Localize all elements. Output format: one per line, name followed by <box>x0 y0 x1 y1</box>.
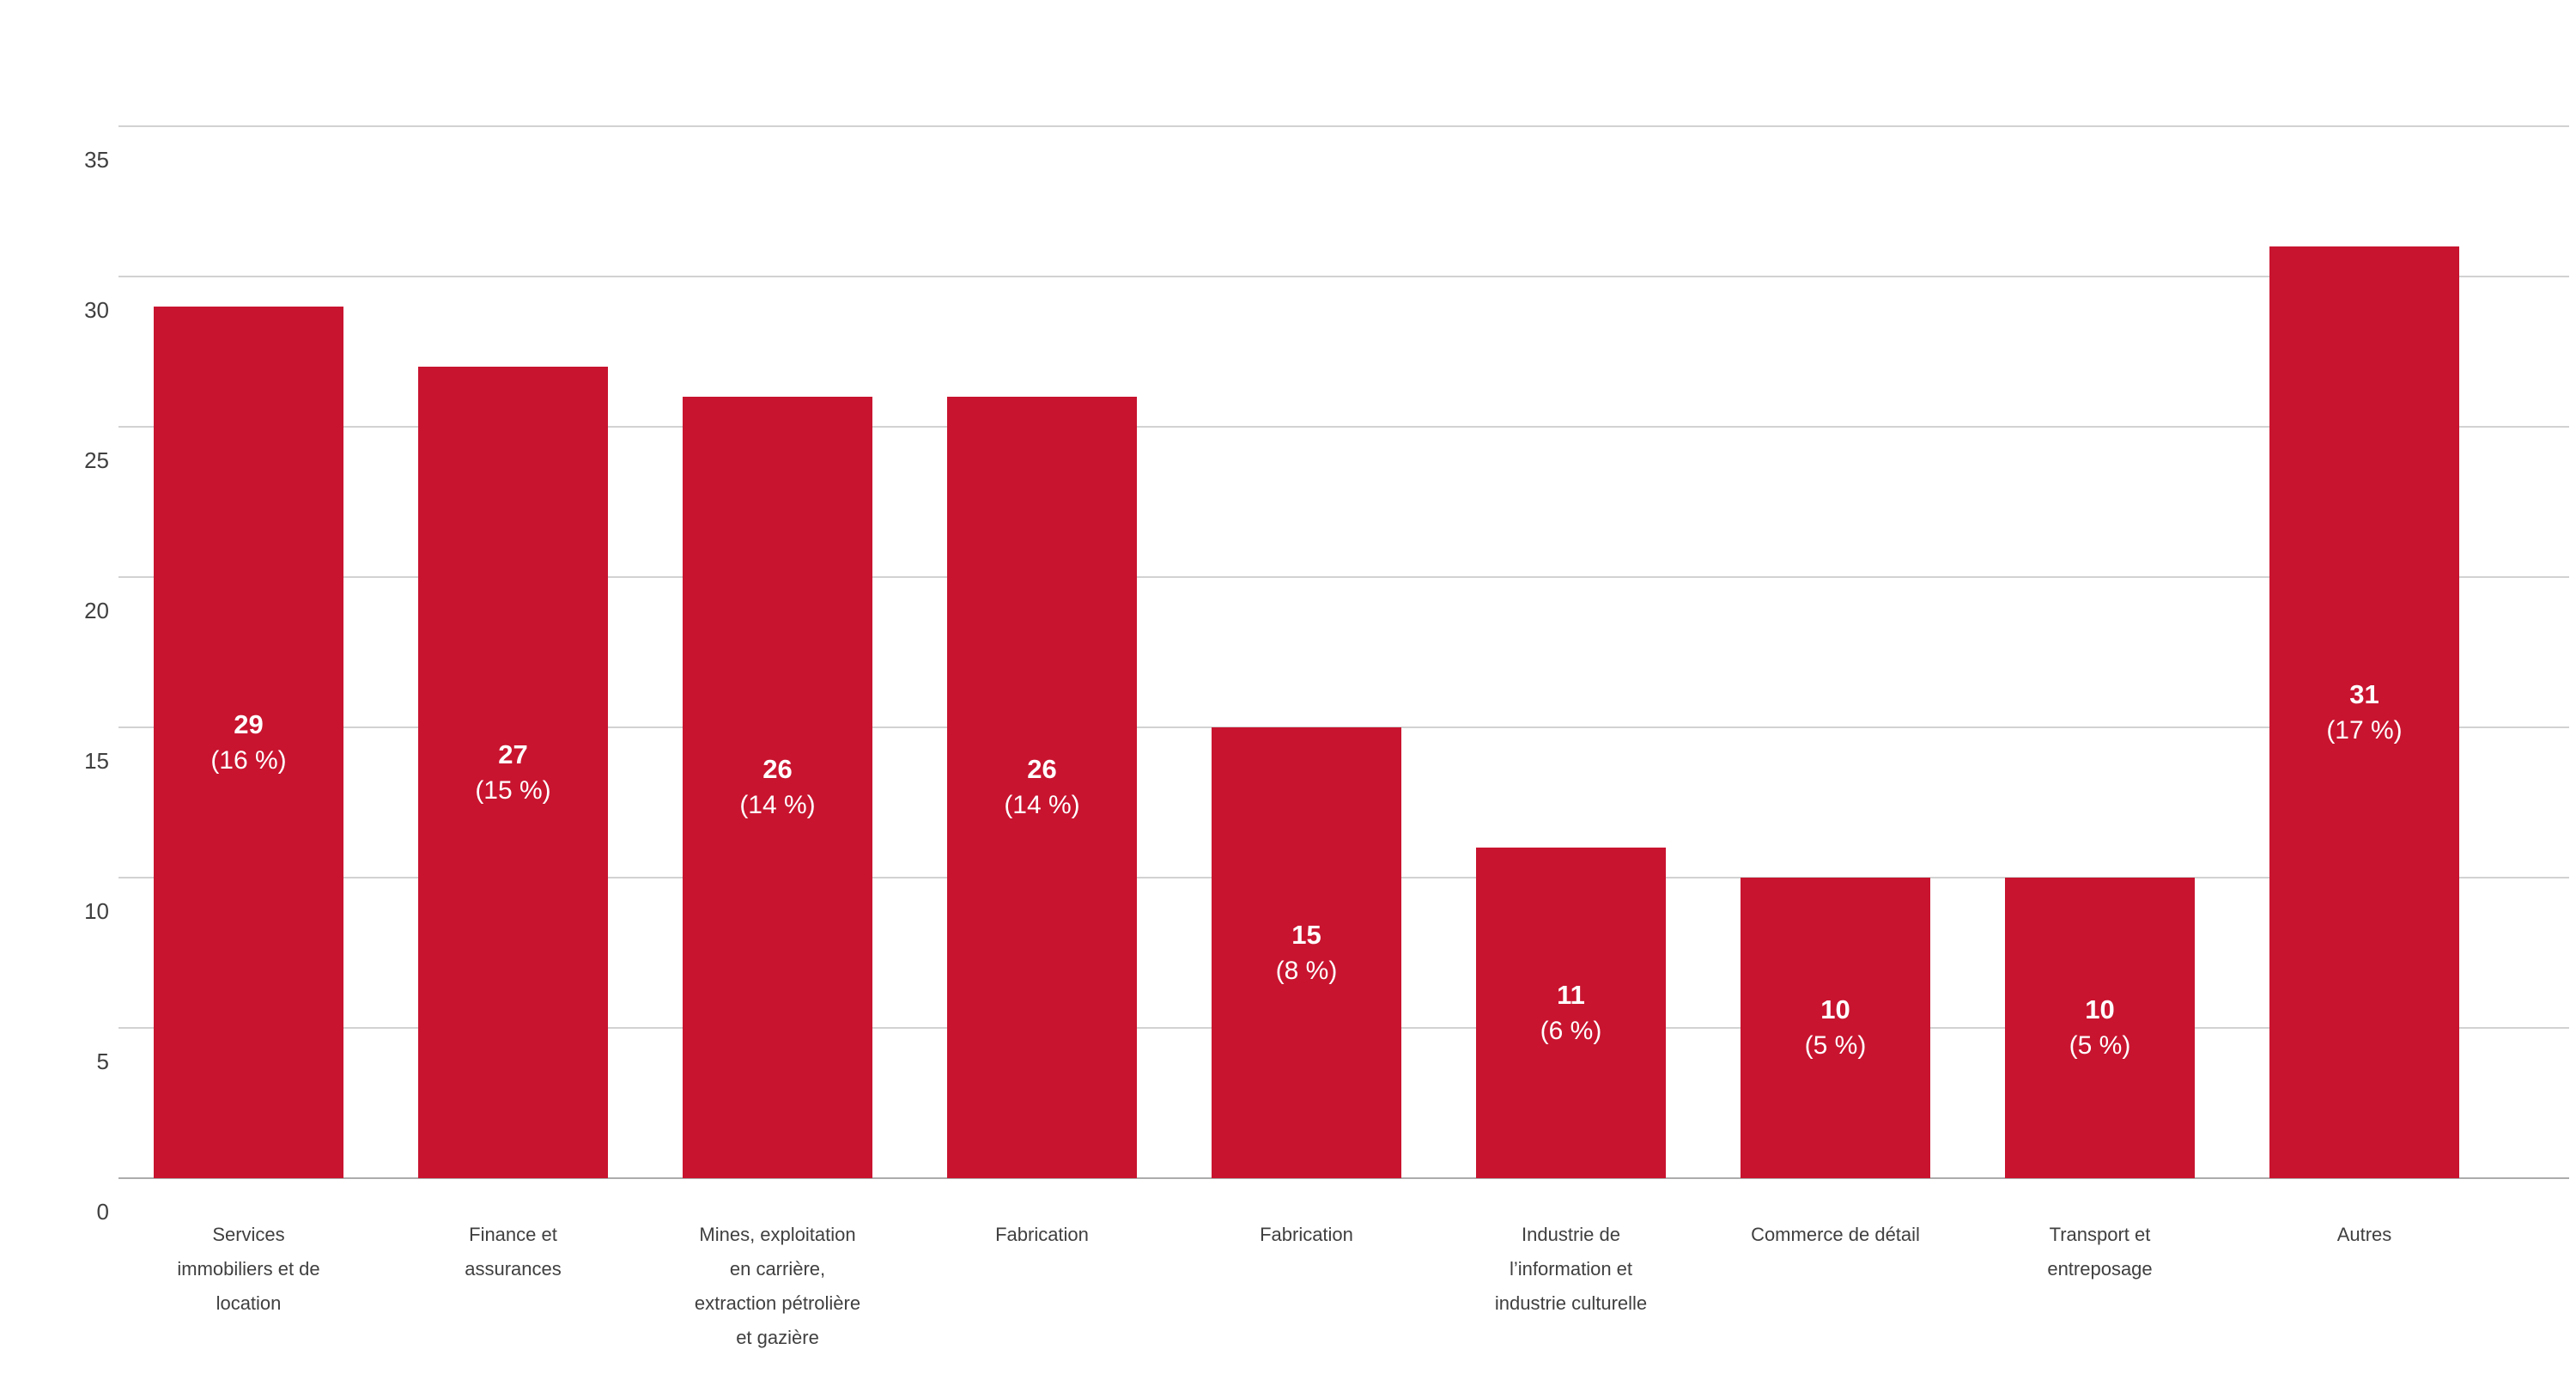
bar[interactable]: 27 (15 %) <box>418 367 608 1178</box>
bar-percent: (16 %) <box>210 745 287 775</box>
bar-value-label: 10 (5 %) <box>2069 992 2131 1064</box>
bar[interactable]: 10 (5 %) <box>1741 878 1930 1178</box>
bar-value: 15 <box>1291 919 1321 950</box>
y-axis-tick-label: 15 <box>84 748 109 774</box>
x-axis-category-label: Transport et entreposage <box>1968 1218 2233 1286</box>
bar-value: 10 <box>1820 994 1850 1024</box>
bar-value-label: 10 (5 %) <box>1805 992 1867 1064</box>
y-axis-tick-label: 35 <box>84 147 109 173</box>
x-axis-category-label-line: Transport et <box>2049 1224 2151 1245</box>
y-axis-tick-label: 5 <box>96 1049 109 1074</box>
bar[interactable]: 26 (14 %) <box>683 397 872 1178</box>
x-axis-category-label-line: industrie culturelle <box>1494 1292 1648 1314</box>
bar[interactable]: 26 (14 %) <box>947 397 1137 1178</box>
x-axis-category-label-line: immobiliers et de <box>177 1258 320 1280</box>
x-axis-category-label-line: Fabrication <box>1260 1224 1353 1245</box>
bar-percent: (5 %) <box>2069 1031 2131 1060</box>
x-axis-category-label: Fabrication <box>910 1218 1175 1252</box>
x-axis-category-label: Autres <box>2233 1218 2497 1252</box>
bar[interactable]: 15 (8 %) <box>1212 727 1401 1178</box>
bar-value: 31 <box>2349 678 2379 709</box>
x-axis-category-label-line: Finance et <box>469 1224 557 1245</box>
bar[interactable]: 11 (6 %) <box>1476 848 1666 1178</box>
x-axis-category-label-line: Autres <box>2336 1224 2392 1245</box>
x-axis-category-label: Commerce de détail <box>1704 1218 1968 1252</box>
bar-value-label: 26 (14 %) <box>1004 751 1079 824</box>
bar-percent: (17 %) <box>2326 715 2403 745</box>
bar-percent: (8 %) <box>1275 956 1338 985</box>
x-axis-baseline <box>118 1177 2569 1179</box>
bar-value-label: 11 (6 %) <box>1540 977 1602 1049</box>
gridline <box>118 576 2569 578</box>
bar-value: 26 <box>1027 754 1057 784</box>
bar-value: 26 <box>762 754 793 784</box>
x-axis-category-label-line: Services <box>212 1224 285 1245</box>
bar[interactable]: 31 (17 %) <box>2269 246 2459 1178</box>
x-axis-category-label-line: extraction pétrolière <box>694 1292 861 1314</box>
bar-value-label: 31 (17 %) <box>2326 677 2402 749</box>
bar-value-label: 26 (14 %) <box>739 751 815 824</box>
bar[interactable]: 29 (16 %) <box>154 307 343 1178</box>
x-axis-category-label-line: Industrie de <box>1522 1224 1620 1245</box>
x-axis-category-label-line: en carrière, <box>729 1258 826 1280</box>
y-axis-tick-label: 0 <box>96 1199 109 1225</box>
x-axis-category-label: Mines, exploitation en carrière, extractio… <box>646 1218 910 1355</box>
y-axis-tick-label: 10 <box>84 898 109 924</box>
bar-percent: (5 %) <box>1804 1031 1867 1060</box>
x-axis-category-label-line: assurances <box>465 1258 562 1280</box>
bar-percent: (15 %) <box>475 775 551 805</box>
gridline <box>118 426 2569 428</box>
bar-value-label: 27 (15 %) <box>475 737 550 809</box>
bar-value-label: 15 (8 %) <box>1276 917 1338 989</box>
bar-percent: (14 %) <box>1004 791 1080 819</box>
gridline <box>118 276 2569 277</box>
x-axis-category-label-line: entreposage <box>2047 1258 2153 1280</box>
bar-percent: (14 %) <box>739 791 816 819</box>
bar-value: 29 <box>234 708 264 739</box>
y-axis-tick-label: 20 <box>84 598 109 623</box>
x-axis-category-label: Finance et assurances <box>381 1218 646 1286</box>
bar[interactable]: 10 (5 %) <box>2005 878 2195 1178</box>
y-axis-tick-label: 25 <box>84 447 109 473</box>
x-axis-category-label: Fabrication <box>1175 1218 1439 1252</box>
y-axis-tick-label: 30 <box>84 297 109 323</box>
bar-value: 11 <box>1557 979 1585 1010</box>
bar-percent: (6 %) <box>1540 1016 1602 1045</box>
x-axis-category-label-line: Mines, exploitation <box>699 1224 856 1245</box>
x-axis-category-label-line: location <box>216 1292 282 1314</box>
bar-value: 10 <box>2085 994 2115 1024</box>
x-axis-category-label: Services immobiliers et de location <box>117 1218 381 1321</box>
x-axis-category-label: Industrie de l’information et industrie cu… <box>1439 1218 1704 1321</box>
bar-value-label: 29 (16 %) <box>210 707 286 779</box>
x-axis-category-label-line: l’information et <box>1509 1258 1633 1280</box>
bar-value: 27 <box>498 739 528 769</box>
x-axis-category-label-line: Commerce de détail <box>1751 1224 1920 1245</box>
x-axis-category-label-line: et gazière <box>736 1327 819 1348</box>
gridline <box>118 125 2569 127</box>
x-axis-category-label-line: Fabrication <box>995 1224 1089 1245</box>
